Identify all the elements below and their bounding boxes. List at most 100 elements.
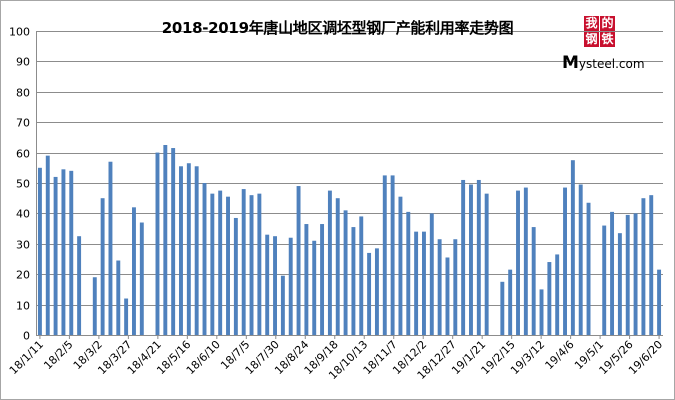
bar <box>578 184 583 335</box>
bar <box>523 187 528 335</box>
bar <box>633 213 638 335</box>
y-tick-label: 100 <box>9 26 30 39</box>
bar <box>641 198 646 335</box>
bar <box>45 155 50 335</box>
y-tick-label: 80 <box>16 87 30 100</box>
bar <box>422 231 426 335</box>
bar <box>296 186 301 335</box>
bar <box>257 193 262 335</box>
bar <box>390 175 395 335</box>
bar <box>186 163 191 335</box>
x-tick-label: 18/1/11 <box>7 338 46 377</box>
bar <box>92 277 97 335</box>
bar <box>77 236 82 335</box>
bar <box>445 257 450 335</box>
bar <box>241 189 246 335</box>
y-tick-label: 90 <box>16 56 30 69</box>
logo-glyph-3: 钢 <box>584 32 599 47</box>
bar <box>406 211 411 335</box>
bar <box>508 269 513 335</box>
bar <box>327 190 332 335</box>
bar <box>437 239 442 335</box>
y-tick-label: 10 <box>16 300 30 313</box>
bar-series <box>37 145 662 335</box>
y-tick-label: 40 <box>16 208 30 221</box>
bar <box>108 161 113 335</box>
logo-glyph-1: 我 <box>584 16 599 31</box>
bar <box>625 214 630 335</box>
logo-text-initial: M <box>562 53 579 73</box>
mysteel-logo: 我 的 钢 铁 Mysteel.com <box>562 16 652 73</box>
bar <box>367 252 372 335</box>
axes <box>36 31 663 339</box>
bar <box>586 202 591 335</box>
bar <box>649 195 654 335</box>
bar <box>476 179 481 335</box>
bar <box>359 216 364 335</box>
bar <box>265 234 270 335</box>
logo-text-rest: ysteel.com <box>578 57 645 71</box>
bar <box>500 281 505 335</box>
bar <box>273 236 277 335</box>
y-tick-label: 60 <box>16 148 30 161</box>
bar <box>484 193 489 335</box>
y-tick-label: 0 <box>23 330 30 343</box>
y-tick-label: 50 <box>16 178 30 191</box>
logo-glyph-2: 的 <box>600 16 615 31</box>
bar <box>547 262 552 335</box>
bar <box>37 167 42 335</box>
bar <box>414 231 419 335</box>
bar <box>429 213 434 335</box>
logo-glyph-4: 铁 <box>600 32 615 47</box>
bar <box>280 275 285 335</box>
logo-text: Mysteel.com <box>562 53 645 73</box>
bar <box>194 166 199 335</box>
bar <box>469 184 473 335</box>
bar <box>163 145 168 335</box>
bar <box>210 193 215 335</box>
bar <box>382 175 387 335</box>
y-tick-label: 30 <box>16 239 30 252</box>
bar <box>461 179 466 335</box>
bar <box>218 190 223 335</box>
bar <box>179 166 183 335</box>
bar <box>320 224 325 335</box>
bar <box>563 187 567 335</box>
bar <box>343 210 348 335</box>
bar <box>312 240 317 335</box>
bar <box>602 225 607 335</box>
bar <box>249 195 254 335</box>
bar <box>233 217 238 335</box>
bar <box>617 233 622 335</box>
bar <box>202 183 207 335</box>
bar <box>53 176 58 335</box>
y-tick-label: 20 <box>16 269 30 282</box>
bar <box>171 148 176 335</box>
bar <box>531 227 536 335</box>
bar <box>155 152 160 335</box>
bar <box>69 170 74 335</box>
x-tick-labels: 18/1/1118/2/518/3/218/3/2718/4/2118/5/16… <box>7 338 665 382</box>
bar <box>335 198 340 335</box>
bar <box>304 224 309 335</box>
y-tick-label: 70 <box>16 117 30 130</box>
bar <box>516 190 520 335</box>
bar <box>226 196 230 335</box>
bar <box>132 207 136 335</box>
bar <box>570 160 575 335</box>
bar <box>610 211 615 335</box>
bar <box>61 169 66 335</box>
bar <box>124 298 129 335</box>
bar <box>374 248 379 335</box>
bar <box>139 222 144 335</box>
bar <box>398 196 403 335</box>
bar <box>288 237 293 335</box>
bar <box>116 260 121 335</box>
chart-title: 2018-2019年唐山地区调坯型钢厂产能利用率走势图 <box>161 19 514 37</box>
y-tick-labels: 0 10 20 30 40 50 60 70 80 90 100 <box>9 26 30 343</box>
x-tick-label: 19/4/6 <box>543 338 577 372</box>
bar <box>351 227 356 335</box>
x-tick-label: 18/2/5 <box>41 338 75 372</box>
bar <box>539 289 544 335</box>
